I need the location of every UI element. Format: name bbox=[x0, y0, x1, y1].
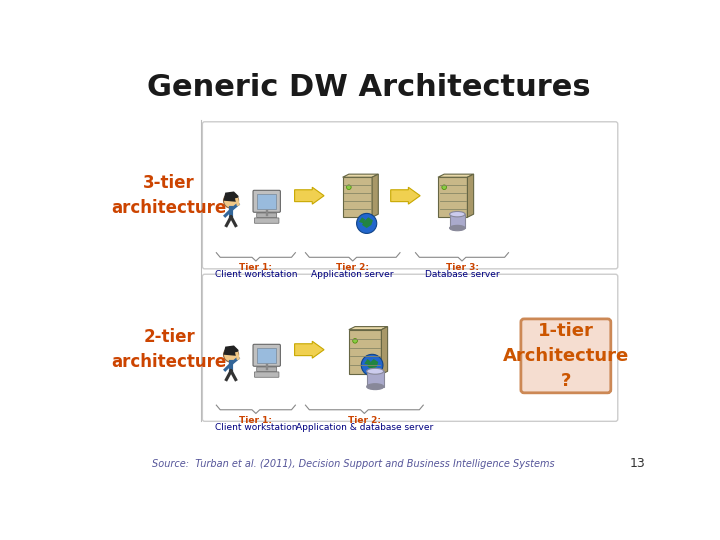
Polygon shape bbox=[349, 327, 387, 330]
Polygon shape bbox=[382, 327, 387, 374]
Circle shape bbox=[223, 347, 238, 362]
Text: Database server: Database server bbox=[425, 271, 499, 279]
Polygon shape bbox=[257, 194, 276, 209]
Ellipse shape bbox=[366, 384, 384, 390]
Text: Client workstation: Client workstation bbox=[215, 423, 297, 432]
Polygon shape bbox=[359, 217, 365, 224]
Polygon shape bbox=[362, 217, 373, 228]
Ellipse shape bbox=[449, 212, 465, 217]
Polygon shape bbox=[372, 174, 378, 217]
Polygon shape bbox=[343, 174, 378, 177]
Text: Tier 1:: Tier 1: bbox=[239, 416, 272, 425]
Polygon shape bbox=[223, 192, 238, 202]
Polygon shape bbox=[294, 187, 324, 204]
FancyBboxPatch shape bbox=[254, 372, 279, 377]
FancyBboxPatch shape bbox=[521, 319, 611, 393]
Polygon shape bbox=[343, 177, 372, 217]
Polygon shape bbox=[438, 177, 467, 217]
Polygon shape bbox=[257, 348, 276, 363]
Circle shape bbox=[353, 339, 357, 343]
Polygon shape bbox=[449, 214, 465, 228]
Circle shape bbox=[356, 213, 377, 233]
Circle shape bbox=[346, 185, 351, 190]
Polygon shape bbox=[349, 330, 382, 374]
Ellipse shape bbox=[449, 225, 465, 231]
Text: Tier 2:: Tier 2: bbox=[348, 416, 381, 425]
Circle shape bbox=[223, 193, 238, 208]
Text: Tier 3:: Tier 3: bbox=[446, 264, 479, 273]
Text: 2-tier
architecture: 2-tier architecture bbox=[112, 328, 227, 371]
Polygon shape bbox=[438, 174, 474, 177]
FancyBboxPatch shape bbox=[253, 345, 280, 366]
FancyBboxPatch shape bbox=[257, 367, 276, 372]
FancyBboxPatch shape bbox=[253, 190, 280, 212]
Text: 13: 13 bbox=[629, 457, 645, 470]
Circle shape bbox=[442, 185, 446, 190]
Text: Source:  Turban et al. (2011), Decision Support and Business Intelligence System: Source: Turban et al. (2011), Decision S… bbox=[152, 458, 555, 469]
Text: 1-tier
Architecture
?: 1-tier Architecture ? bbox=[503, 322, 629, 390]
Text: Application server: Application server bbox=[312, 271, 394, 279]
FancyBboxPatch shape bbox=[202, 122, 618, 269]
Text: Tier 1:: Tier 1: bbox=[239, 264, 272, 273]
Text: Client workstation: Client workstation bbox=[215, 271, 297, 279]
Polygon shape bbox=[467, 174, 474, 217]
Text: 3-tier
architecture: 3-tier architecture bbox=[112, 174, 227, 217]
Polygon shape bbox=[391, 187, 420, 204]
Polygon shape bbox=[364, 359, 371, 365]
FancyBboxPatch shape bbox=[257, 213, 276, 218]
Polygon shape bbox=[223, 346, 238, 356]
Ellipse shape bbox=[366, 368, 384, 374]
FancyBboxPatch shape bbox=[202, 274, 618, 421]
Polygon shape bbox=[366, 372, 384, 387]
Text: Generic DW Architectures: Generic DW Architectures bbox=[147, 73, 591, 103]
Circle shape bbox=[361, 354, 383, 376]
Text: Tier 2:: Tier 2: bbox=[336, 264, 369, 273]
Polygon shape bbox=[367, 359, 378, 370]
Text: Application & database server: Application & database server bbox=[296, 423, 433, 432]
Polygon shape bbox=[294, 341, 324, 358]
FancyBboxPatch shape bbox=[254, 218, 279, 223]
